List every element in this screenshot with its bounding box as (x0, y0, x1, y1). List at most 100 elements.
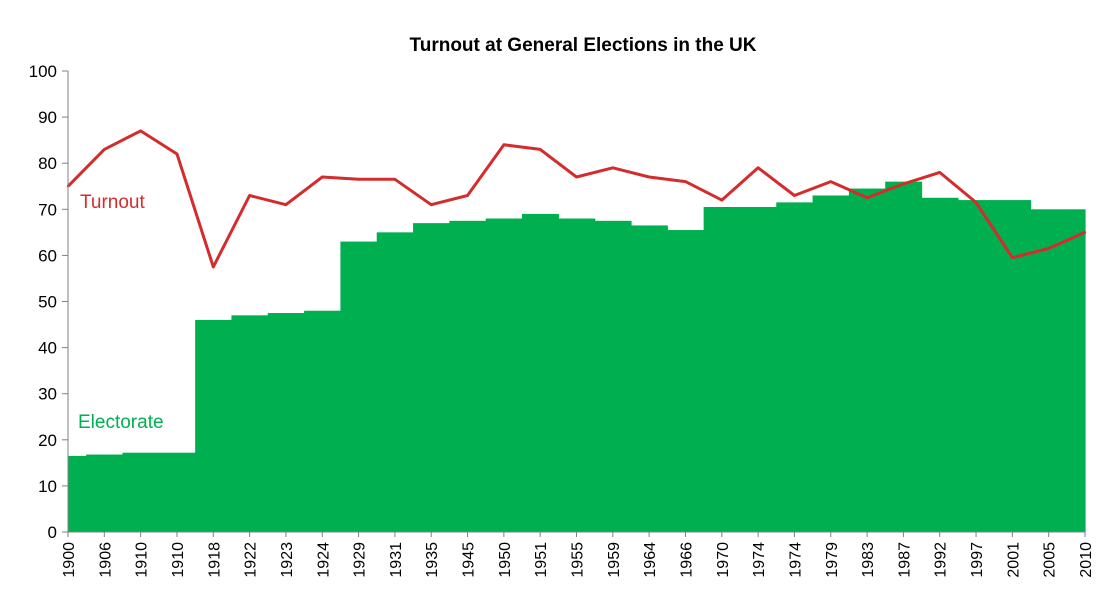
electorate-label: Electorate (78, 412, 164, 433)
electorate-area-layer (68, 181, 1086, 533)
electorate-step (594, 220, 632, 532)
electorate-step (376, 232, 414, 532)
electorate-step (957, 200, 995, 532)
electorate-step (158, 452, 196, 532)
electorate-step (485, 218, 523, 532)
turnout-point (321, 175, 324, 179)
electorate-step (449, 220, 487, 532)
x-tick-label: 1910 (134, 542, 151, 578)
electorate-step (630, 225, 668, 532)
electorate-step (522, 213, 559, 532)
x-tick-label: 1959 (606, 542, 623, 578)
y-tick-label: 60 (38, 246, 57, 265)
turnout-point (1083, 231, 1087, 234)
turnout-point (139, 129, 142, 133)
x-tick-label: 1910 (170, 542, 187, 578)
y-tick-label: 80 (38, 154, 57, 173)
turnout-point (756, 166, 760, 170)
electorate-step (413, 223, 450, 532)
x-tick-label: 1979 (824, 542, 841, 578)
electorate-step (703, 206, 741, 532)
y-tick-label: 90 (38, 108, 57, 127)
x-tick-label: 1951 (533, 542, 550, 578)
x-tick-label: 1966 (678, 542, 695, 578)
x-tick-label: 1923 (279, 542, 296, 578)
electorate-step (86, 454, 124, 532)
turnout-line-layer (66, 129, 1087, 269)
electorate-step (739, 206, 777, 532)
turnout-point (357, 178, 360, 181)
x-tick-label: 1918 (206, 542, 223, 578)
electorate-step (812, 195, 850, 532)
x-tick-label: 1900 (61, 542, 78, 578)
turnout-point (865, 196, 869, 199)
y-tick-label: 40 (38, 339, 57, 358)
turnout-point (212, 265, 215, 269)
x-tick-label: 1929 (352, 542, 369, 578)
x-tick-label: 1974 (787, 542, 804, 578)
x-tick-label: 1931 (388, 542, 405, 578)
electorate-step (68, 455, 87, 532)
turnout-point (938, 171, 941, 174)
turnout-point (430, 203, 433, 206)
turnout-point (103, 148, 106, 151)
turnout-point (575, 175, 578, 179)
turnout-point (538, 148, 542, 151)
series-labels: Turnout Electorate (78, 192, 164, 433)
y-tick-label: 20 (38, 431, 57, 450)
y-tick-label: 70 (38, 200, 57, 219)
electorate-step (340, 241, 378, 532)
electorate-step (267, 313, 305, 532)
electorate-step (558, 218, 596, 532)
x-tick-label: 2001 (1005, 542, 1022, 578)
electorate-step (1030, 209, 1068, 533)
turnout-point (902, 182, 905, 186)
y-tick-label: 10 (38, 477, 57, 496)
x-tick-label: 1964 (642, 542, 659, 578)
x-tick-label: 1983 (860, 542, 877, 578)
turnout-point (720, 198, 723, 202)
turnout-point (647, 175, 651, 179)
y-tick-label: 30 (38, 385, 57, 404)
turnout-point (974, 201, 978, 204)
x-tick-label: 1955 (570, 542, 587, 578)
turnout-point (393, 178, 397, 181)
turnout-label: Turnout (80, 192, 145, 213)
x-tick-label: 2010 (1078, 542, 1095, 578)
turnout-point (1011, 256, 1014, 259)
axes: 0 10 20 30 40 50 60 70 80 90 100 1900 1906 1910 1910 19… (29, 62, 1095, 578)
chart-title: Turnout at General Elections in the UK (410, 35, 757, 56)
electorate-step (231, 315, 269, 532)
electorate-step (921, 197, 959, 532)
turnout-point (502, 143, 506, 146)
x-tick-label: 1987 (896, 542, 913, 578)
x-tick-label: 1974 (751, 542, 768, 578)
turnout-point (684, 180, 687, 183)
y-tick-label: 50 (38, 293, 57, 312)
electorate-step (848, 188, 886, 532)
x-tick-label: 1992 (933, 542, 950, 578)
x-tick-label: 1970 (715, 542, 732, 578)
turnout-point (284, 203, 288, 206)
x-tick-label: 1922 (243, 542, 260, 578)
electorate-step (1066, 209, 1086, 533)
x-tick-label: 1935 (424, 542, 441, 578)
x-tick-label: 1997 (969, 542, 986, 578)
electorate-step (994, 200, 1032, 532)
x-tick-label: 1950 (497, 542, 514, 578)
y-tick-label: 0 (48, 523, 57, 542)
x-tick-label: 1945 (461, 542, 478, 578)
turnout-point (1047, 247, 1050, 250)
turnout-point (793, 194, 796, 197)
electorate-step (776, 202, 814, 532)
turnout-point (175, 152, 179, 156)
x-tick-label: 1924 (315, 542, 332, 578)
electorate-step (304, 310, 342, 532)
electorate-step (667, 230, 705, 533)
y-tick-label: 100 (29, 62, 57, 81)
turnout-point (611, 166, 615, 170)
electorate-step (122, 452, 160, 532)
electorate-step (195, 319, 233, 532)
